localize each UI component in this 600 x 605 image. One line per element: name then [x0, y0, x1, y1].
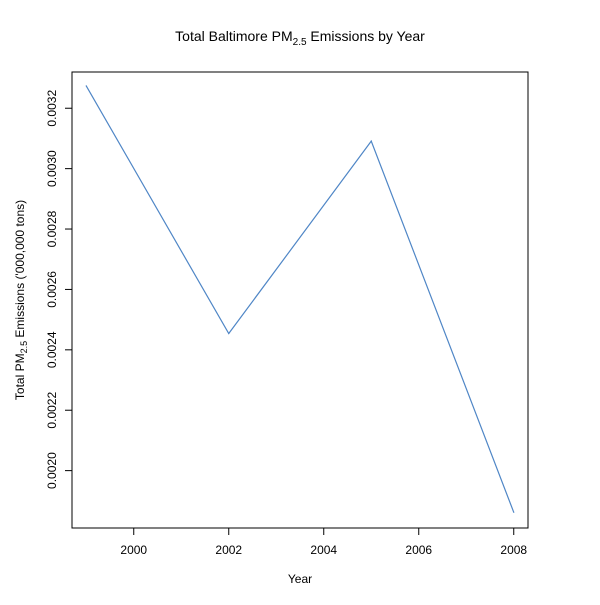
chart-title: Total Baltimore PM2.5 Emissions by Year — [175, 28, 425, 48]
x-axis: 2000 2002 2004 2006 2008 — [120, 527, 527, 557]
y-axis-label-prefix: Total PM — [13, 353, 27, 400]
chart-title-prefix: Total Baltimore PM — [175, 28, 292, 44]
x-axis-label: Year — [288, 572, 312, 586]
y-axis: 0.0020 0.0022 0.0024 0.0026 0.0028 0.0030 0.00… — [45, 90, 73, 489]
chart-title-suffix: Emissions by Year — [307, 28, 426, 44]
data-point — [370, 140, 372, 142]
x-tick-label: 2000 — [120, 543, 147, 557]
chart-title-subscript: 2.5 — [293, 37, 307, 48]
y-tick-label: 0.0026 — [45, 271, 59, 308]
data-point — [228, 332, 230, 335]
series-line — [85, 85, 515, 513]
y-axis-label-suffix: Emissions ('000,000 tons) — [13, 200, 27, 341]
y-tick-label: 0.0028 — [45, 210, 59, 247]
y-tick-label: 0.0020 — [45, 452, 59, 489]
y-tick-label: 0.0030 — [45, 150, 59, 187]
x-tick-label: 2006 — [405, 543, 432, 557]
y-axis-label: Total PM2.5 Emissions ('000,000 tons) — [13, 200, 29, 400]
y-tick-label: 0.0022 — [45, 392, 59, 429]
data-point — [85, 85, 87, 87]
plot-frame — [71, 71, 529, 529]
x-tick-label: 2004 — [310, 543, 337, 557]
data-point — [513, 511, 515, 513]
x-tick-label: 2008 — [500, 543, 527, 557]
y-axis-label-subscript: 2.5 — [19, 341, 29, 354]
series-layer — [85, 85, 515, 513]
y-tick-label: 0.0024 — [45, 331, 59, 368]
y-tick-label: 0.0032 — [45, 90, 59, 127]
x-tick-label: 2002 — [215, 543, 242, 557]
